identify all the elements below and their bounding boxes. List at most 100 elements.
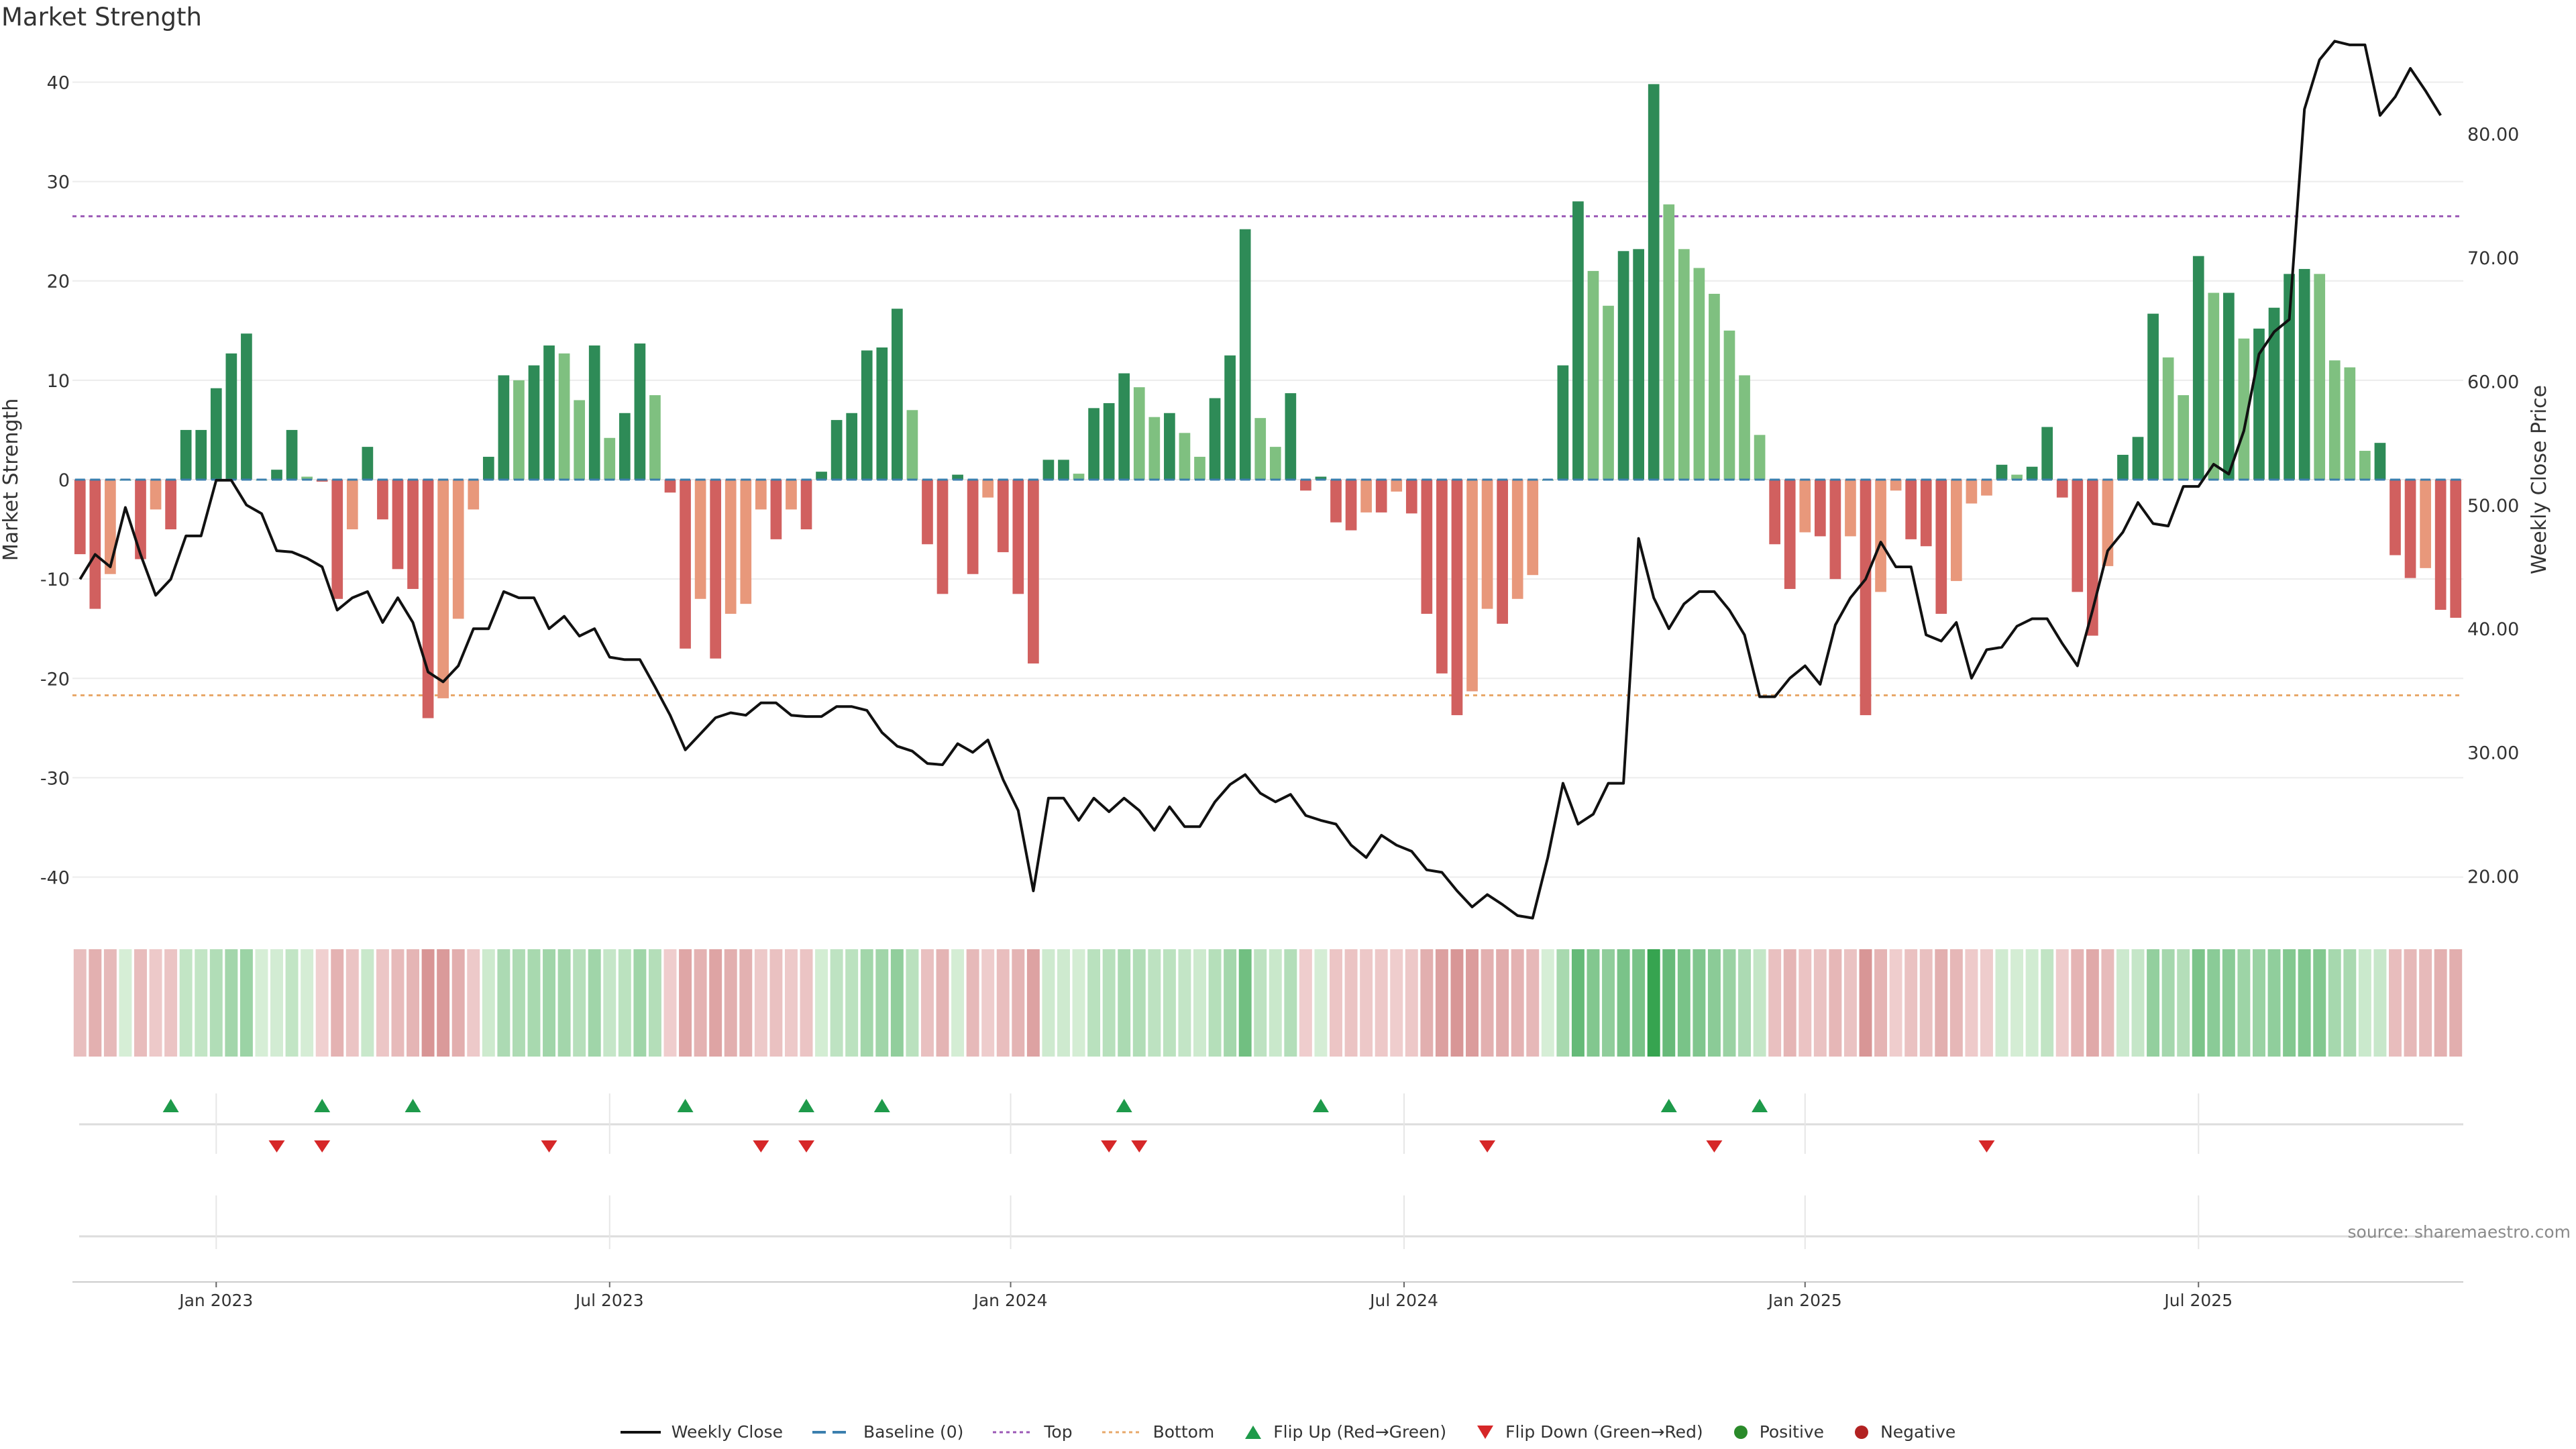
heatmap-cell: [1995, 949, 2008, 1057]
strength-bar: [2284, 274, 2295, 480]
strength-bar: [1572, 201, 1584, 480]
heatmap-cell: [1420, 949, 1434, 1057]
strength-bar: [1466, 480, 1478, 692]
heatmap-cell: [345, 949, 359, 1057]
heatmap-cell: [1753, 949, 1766, 1057]
weekly-close-line-icon: [620, 1430, 661, 1434]
heatmap-cell: [149, 949, 162, 1057]
strength-bar: [195, 429, 207, 480]
flip-up-marker: [1660, 1099, 1677, 1112]
heatmap-cell: [482, 949, 495, 1057]
strength-bar: [1663, 204, 1675, 480]
flip-down-marker: [1479, 1140, 1496, 1152]
strength-bar: [1330, 480, 1342, 523]
heatmap-cell: [119, 949, 132, 1057]
strength-bar: [165, 480, 176, 530]
flip-markers: [79, 1099, 2463, 1238]
strength-bar: [724, 480, 737, 614]
flip-up-marker: [162, 1099, 179, 1112]
heatmap-cell: [2041, 949, 2054, 1057]
strength-bar: [422, 480, 434, 718]
strength-bar: [2268, 307, 2280, 480]
flip-down-marker: [1101, 1140, 1118, 1152]
legend-positive: Positive: [1733, 1422, 1824, 1442]
flip-down-marker: [1706, 1140, 1723, 1152]
flip-up-marker: [1312, 1099, 1329, 1112]
heatmap-cell: [1813, 949, 1827, 1057]
heatmap-cell: [1919, 949, 1933, 1057]
heatmap-cell: [1935, 949, 1948, 1057]
strength-bar: [1012, 480, 1024, 594]
strength-bar: [2344, 367, 2356, 480]
heatmap-cell: [1284, 949, 1297, 1057]
heatmap-cell: [1602, 949, 1615, 1057]
strength-bar: [997, 480, 1009, 553]
strength-bar: [1209, 398, 1221, 480]
strength-bar: [1164, 413, 1175, 480]
flip-up-marker: [677, 1099, 694, 1112]
legend-negative-label: Negative: [1880, 1422, 1956, 1442]
strength-bar: [2420, 480, 2431, 568]
strength-bar: [1784, 480, 1796, 589]
strength-bar: [1511, 480, 1523, 599]
top-dotted-icon: [993, 1431, 1034, 1433]
heatmap-cell: [164, 949, 178, 1057]
heatmap-cell: [2131, 949, 2145, 1057]
legend-weekly-close: Weekly Close: [620, 1422, 783, 1442]
strength-bar: [1345, 480, 1357, 531]
strength-bar: [2223, 292, 2235, 480]
flip-up-marker: [1116, 1099, 1132, 1112]
flip-up-marker: [314, 1099, 331, 1112]
y2-tick-label: 80.00: [2467, 125, 2519, 146]
heatmap-cell: [103, 949, 117, 1057]
strength-bar: [906, 410, 918, 480]
heatmap-cell: [1254, 949, 1267, 1057]
strength-bar: [1678, 249, 1690, 480]
y2-tick-label: 70.00: [2467, 248, 2519, 269]
heatmap-cell: [2253, 949, 2265, 1057]
strength-bar: [2314, 274, 2326, 480]
strength-bar: [1845, 480, 1856, 537]
strength-bar: [1617, 251, 1629, 480]
strength-bar: [2434, 480, 2447, 610]
heatmap-cell: [679, 949, 692, 1057]
strength-bar: [846, 413, 858, 480]
strength-bar: [2041, 427, 2053, 480]
heatmap-cell: [2207, 949, 2220, 1057]
legend: Weekly Close Baseline (0) Top Bottom Fli…: [0, 1422, 2576, 1442]
strength-bar: [437, 480, 449, 698]
heatmap-cell: [981, 949, 995, 1057]
heatmap-cell: [1859, 949, 1872, 1057]
y-tick-label: -20: [40, 669, 70, 690]
strength-bar: [800, 480, 812, 530]
heatmap-cell: [663, 949, 677, 1057]
heatmap-cell: [1224, 949, 1237, 1057]
heatmap-cell: [890, 949, 904, 1057]
heatmap-cell: [739, 949, 753, 1057]
heatmap-cell: [270, 949, 283, 1057]
strength-bar: [392, 480, 404, 570]
heatmap-cell: [1556, 949, 1570, 1057]
heatmap-cell: [361, 949, 374, 1057]
strength-bar: [2026, 466, 2038, 480]
weekly-close-series: [78, 40, 2442, 920]
heatmap-cell: [2267, 949, 2281, 1057]
heatmap-cell: [1904, 949, 1918, 1057]
strength-bar: [830, 420, 843, 480]
strength-bar: [150, 480, 162, 510]
strength-bar: [1603, 305, 1614, 480]
strength-bar: [1799, 480, 1811, 533]
strength-bar: [892, 309, 903, 480]
strength-bar: [528, 365, 540, 480]
strength-bar: [2359, 451, 2371, 480]
heatmap-cell: [1541, 949, 1554, 1057]
heatmap-cell: [815, 949, 828, 1057]
strength-bar: [241, 333, 252, 480]
heatmap-cell: [1738, 949, 1752, 1057]
legend-top: Top: [993, 1422, 1073, 1442]
positive-dot-icon: [1733, 1425, 1748, 1439]
strength-bar: [2162, 357, 2174, 480]
strength-bar: [346, 480, 358, 530]
legend-baseline: Baseline (0): [812, 1422, 963, 1442]
